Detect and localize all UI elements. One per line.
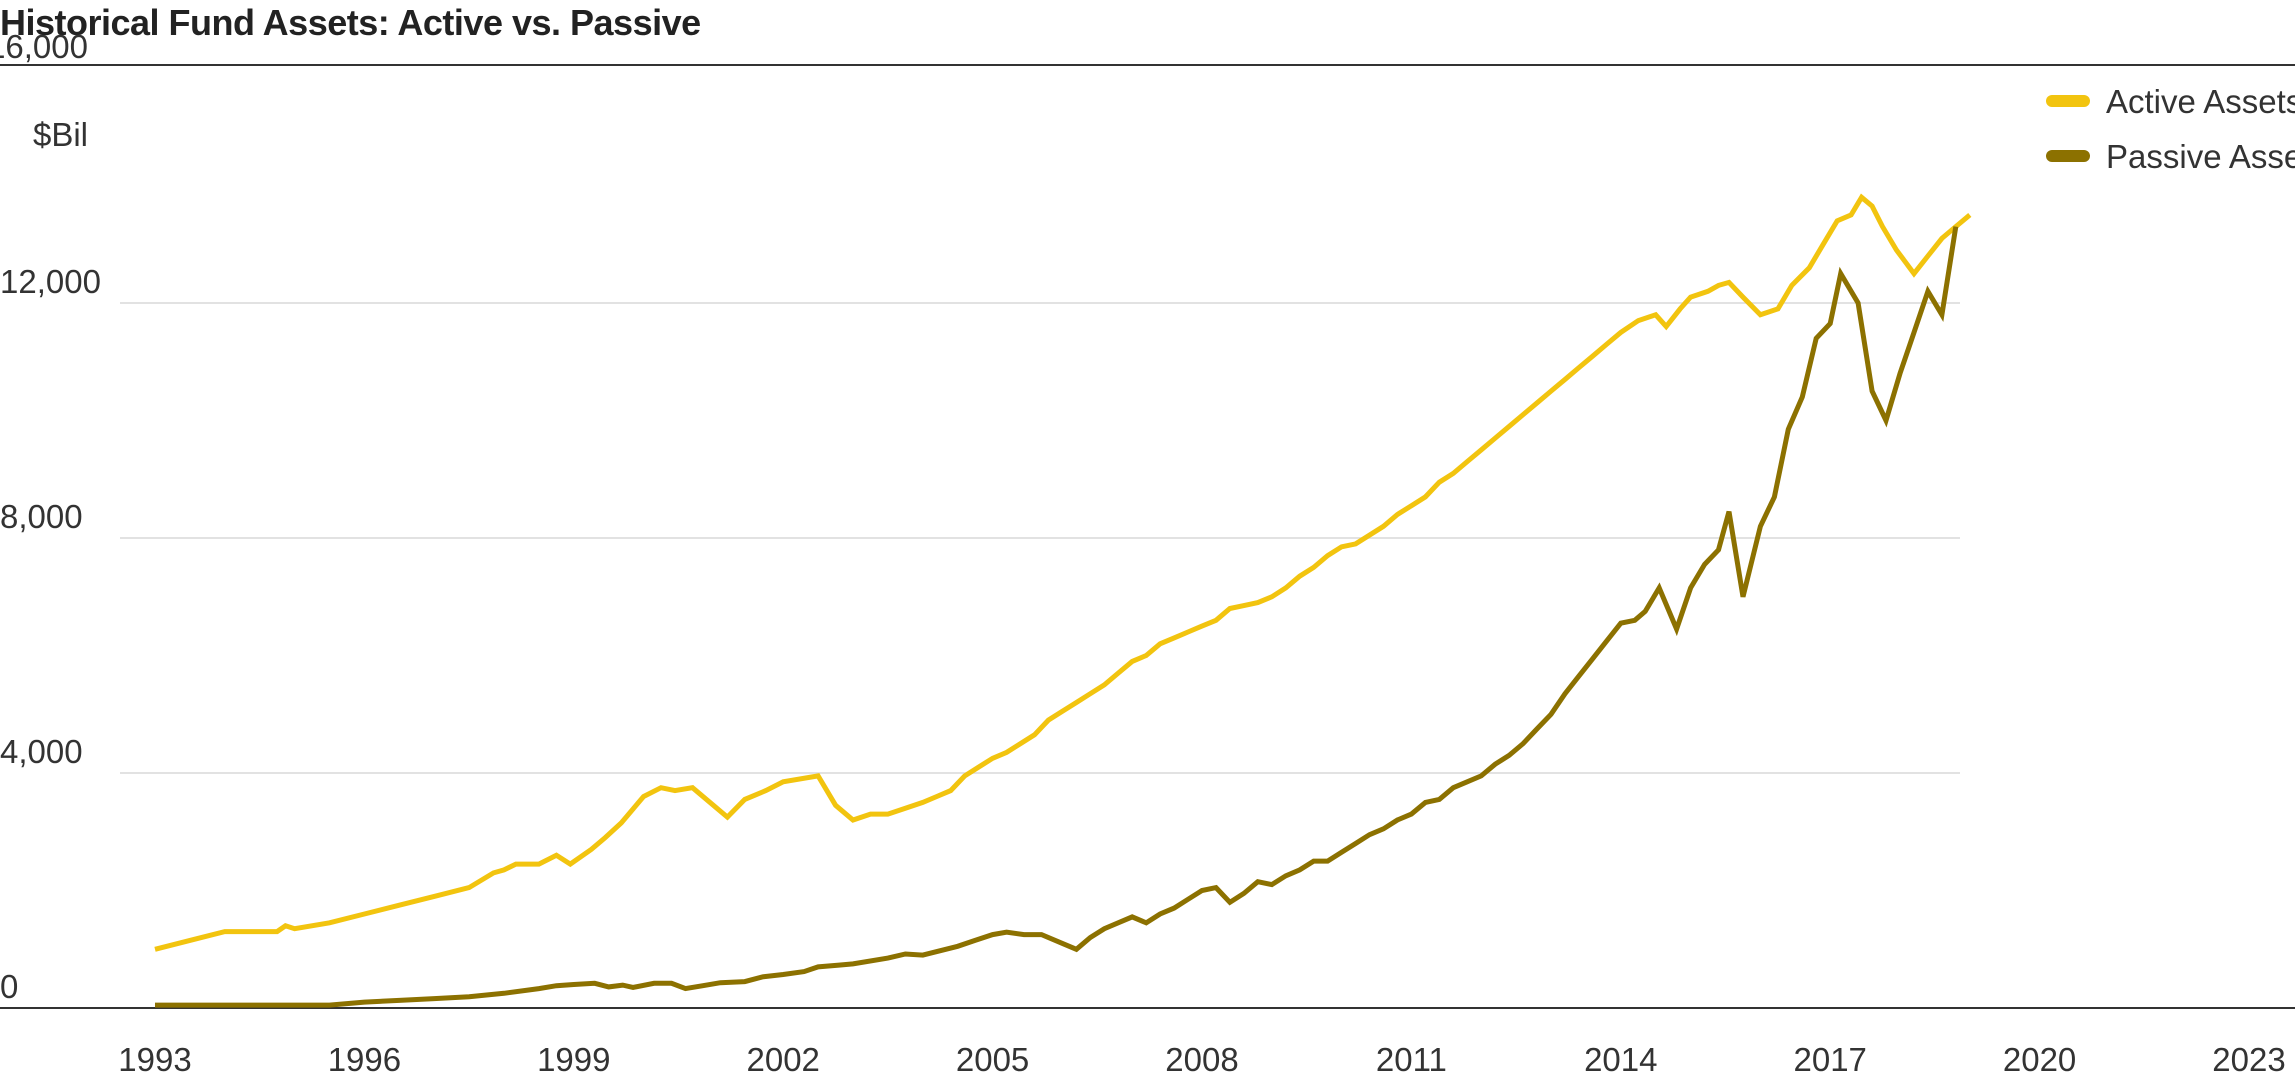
y-tick-label: 4,000 [0, 733, 83, 770]
x-tick-label: 2008 [1165, 1041, 1238, 1078]
series-line-passive-assets [155, 226, 1959, 1008]
x-tick-label: 1993 [118, 1041, 191, 1078]
y-tick-label: 16,000 [0, 28, 88, 65]
x-tick-label: 2023 [2212, 1041, 2285, 1078]
series-lines [154, 193, 1972, 1008]
series-line-active-assets [154, 193, 1972, 952]
legend: Active Assets Passive Assets [2046, 83, 2295, 175]
x-tick-label: 1999 [537, 1041, 610, 1078]
chart-title: Historical Fund Assets: Active vs. Passi… [0, 2, 701, 43]
legend-label-active-assets: Active Assets [2106, 83, 2295, 120]
y-axis-unit-label: $Bil [33, 116, 88, 153]
y-tick-label: 0 [0, 968, 18, 1005]
x-tick-label: 2020 [2003, 1041, 2076, 1078]
x-tick-label: 2011 [1376, 1041, 1447, 1078]
gridlines [120, 302, 1960, 774]
legend-label-passive-assets: Passive Assets [2106, 138, 2295, 175]
x-tick-label: 2017 [1793, 1041, 1866, 1078]
x-tick-label: 2002 [746, 1041, 819, 1078]
axes: 0 4,000 8,000 12,000 16,000 1993 1996 1999 2002 2… [0, 28, 2295, 1078]
title-divider [0, 64, 2295, 66]
y-tick-label: 8,000 [0, 498, 83, 535]
y-tick-label: 12,000 [0, 263, 101, 300]
x-tick-label: 2005 [956, 1041, 1029, 1078]
x-tick-label: 1996 [328, 1041, 401, 1078]
x-tick-label: 2014 [1584, 1041, 1657, 1078]
